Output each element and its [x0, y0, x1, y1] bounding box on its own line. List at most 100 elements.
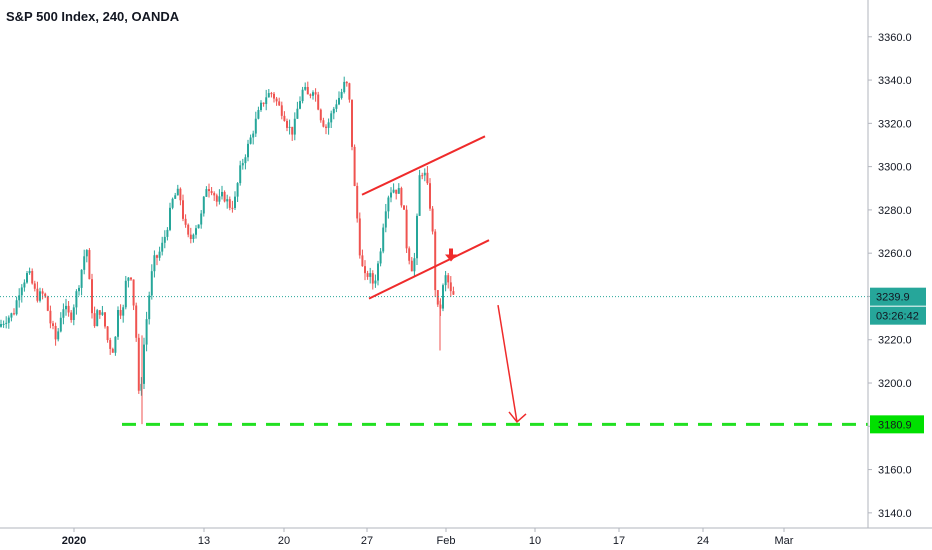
time-tick-label: 24: [697, 535, 709, 547]
candle-body: [403, 205, 405, 210]
candle-body: [447, 275, 450, 283]
candle-body: [345, 81, 348, 84]
price-tick-label: 3160.0: [878, 465, 912, 477]
candle-body: [132, 279, 135, 306]
candle-body: [176, 188, 179, 196]
candle-body: [124, 280, 127, 308]
candle-body: [143, 344, 145, 384]
candle-body: [187, 224, 190, 235]
time-tick-label: 2020: [62, 535, 86, 547]
chart-title: S&P 500 Index, 240, OANDA: [6, 9, 180, 24]
candle-body: [340, 92, 343, 98]
candle-body: [171, 198, 174, 208]
candle-body: [306, 86, 309, 95]
candle-body: [197, 224, 200, 229]
candle-body: [15, 300, 18, 315]
candle-body: [91, 279, 93, 314]
time-axis: 2020 13 20 27 Feb 10 17 24 Mar: [0, 527, 932, 547]
current-price-label: 3239.9: [876, 292, 910, 304]
candle-body: [234, 196, 236, 208]
time-tick-label: 20: [278, 535, 290, 547]
candle-body: [387, 197, 390, 212]
candle-body: [366, 273, 369, 277]
candle-body: [226, 199, 229, 202]
candle-body: [247, 143, 249, 158]
candle-body: [429, 183, 431, 209]
candle-body: [371, 273, 374, 284]
candle-body: [179, 188, 182, 201]
candle-body: [358, 218, 361, 256]
candle-body: [353, 146, 356, 186]
candle-body: [41, 291, 44, 294]
candle-body: [26, 273, 28, 283]
candle-body: [421, 175, 424, 177]
candle-body: [413, 258, 416, 272]
time-tick-label: 17: [613, 535, 625, 547]
candle-body: [111, 348, 114, 353]
candle-body: [270, 93, 273, 95]
candle-body: [449, 282, 452, 292]
candle-body: [20, 287, 23, 296]
candle-body: [379, 251, 382, 264]
candle-body: [452, 291, 455, 295]
candle-body: [210, 191, 213, 194]
candle-body: [351, 99, 353, 147]
candle-body: [163, 236, 166, 243]
candle-body: [416, 215, 418, 259]
candle-body: [182, 200, 184, 219]
candle-body: [299, 101, 301, 109]
candle-body: [400, 188, 403, 206]
target-arrow-head: [508, 411, 527, 424]
candle-body: [228, 199, 231, 208]
candle-body: [127, 277, 130, 281]
candle-body: [280, 105, 283, 116]
time-tick-label: Mar: [775, 535, 794, 547]
candle-body: [140, 383, 143, 391]
candle-body: [390, 192, 392, 198]
candle-body: [5, 322, 8, 324]
candle-body: [223, 191, 226, 202]
candle-body: [267, 93, 270, 98]
candle-body: [369, 273, 372, 277]
candle-body: [104, 312, 106, 327]
candle-body: [156, 255, 158, 258]
candle-body: [408, 248, 411, 261]
candlestick-series: [0, 76, 455, 425]
channel-lower-line: [368, 239, 490, 300]
price-axis: 3140.03160.03180.03200.03220.03240.03260…: [867, 0, 926, 528]
candle-body: [2, 323, 5, 325]
candle-body: [343, 81, 346, 93]
candle-body: [254, 118, 257, 134]
candle-body: [202, 196, 205, 214]
candle-body: [361, 255, 364, 267]
candle-body: [431, 208, 434, 232]
candle-body: [28, 270, 31, 274]
candle-body: [317, 94, 320, 110]
time-tick-label: Feb: [437, 535, 456, 547]
candle-body: [296, 108, 299, 119]
candle-body: [252, 133, 255, 138]
candle-body: [434, 231, 437, 291]
candle-body: [49, 310, 52, 324]
candle-body: [174, 195, 177, 199]
candle-body: [46, 296, 49, 311]
candle-body: [135, 305, 138, 338]
candle-body: [231, 207, 234, 209]
candle-body: [330, 113, 333, 123]
candle-body: [122, 307, 125, 316]
candle-body: [249, 137, 252, 144]
candle-body: [106, 326, 109, 341]
candle-body: [260, 102, 262, 111]
candle-body: [96, 310, 99, 327]
channel-upper-line: [361, 135, 486, 196]
target-level-label: 3180.9: [878, 419, 912, 431]
time-tick-label: 10: [529, 535, 541, 547]
candle-body: [265, 97, 268, 105]
countdown-label: 03:26:42: [876, 311, 919, 323]
current-price-badge: [870, 287, 926, 306]
target-arrow-shaft: [497, 304, 518, 423]
candle-body: [150, 271, 153, 296]
candle-body: [221, 191, 223, 197]
candle-body: [75, 291, 78, 308]
